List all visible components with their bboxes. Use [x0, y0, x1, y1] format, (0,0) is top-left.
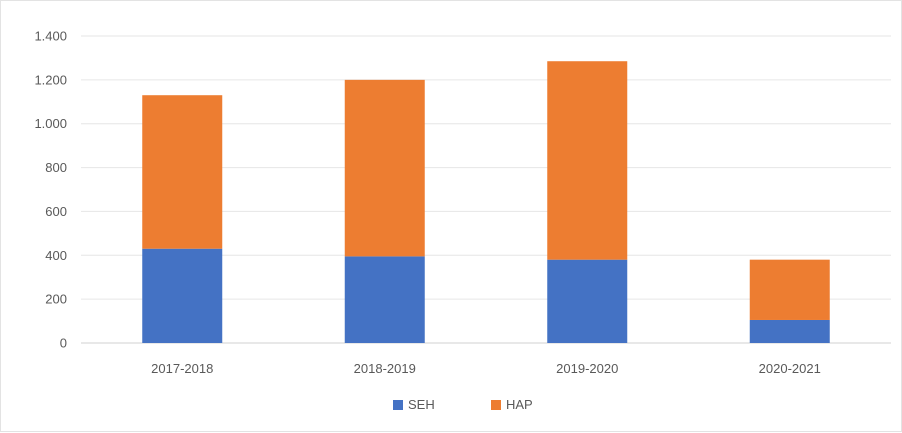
legend-swatch-seh: [393, 400, 403, 410]
x-tick-label: 2020-2021: [759, 361, 821, 376]
y-tick-label: 0: [60, 336, 67, 351]
y-tick-label: 1.400: [34, 29, 67, 44]
x-tick-label: 2018-2019: [354, 361, 416, 376]
y-axis-tick-labels: 0 200 400 600 800 1.000 1.200 1.400: [34, 29, 67, 351]
y-tick-label: 600: [45, 204, 67, 219]
bars: [142, 61, 830, 343]
y-tick-label: 1.000: [34, 116, 67, 131]
bar-hap-2020-2021: [749, 259, 830, 320]
y-tick-label: 400: [45, 248, 67, 263]
legend-label-hap: HAP: [506, 397, 533, 412]
legend-swatch-hap: [491, 400, 501, 410]
bar-seh-2017-2018: [142, 248, 223, 343]
legend: SEH HAP: [393, 397, 533, 412]
x-tick-label: 2019-2020: [556, 361, 618, 376]
x-tick-label: 2017-2018: [151, 361, 213, 376]
x-axis-tick-labels: 2017-2018 2018-2019 2019-2020 2020-2021: [151, 361, 821, 376]
y-tick-label: 200: [45, 292, 67, 307]
bar-hap-2017-2018: [142, 95, 223, 249]
bar-seh-2019-2020: [547, 259, 628, 343]
bar-hap-2018-2019: [344, 79, 425, 257]
bar-seh-2020-2021: [749, 319, 830, 343]
y-tick-label: 1.200: [34, 72, 67, 87]
bar-hap-2019-2020: [547, 61, 628, 260]
bar-seh-2018-2019: [344, 256, 425, 343]
legend-label-seh: SEH: [408, 397, 435, 412]
y-tick-label: 800: [45, 160, 67, 175]
